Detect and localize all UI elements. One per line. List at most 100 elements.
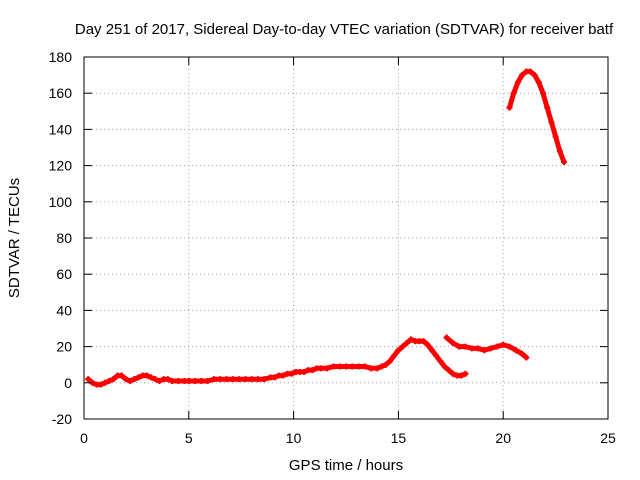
- data-point: [210, 376, 217, 383]
- data-point: [449, 339, 456, 346]
- data-point: [204, 377, 211, 384]
- data-point: [152, 376, 159, 383]
- data-point: [519, 350, 526, 357]
- data-point: [248, 376, 255, 383]
- data-point: [527, 68, 534, 75]
- data-point: [336, 363, 343, 370]
- data-point: [185, 377, 192, 384]
- y-tick-label: 40: [56, 302, 72, 318]
- data-point: [101, 379, 108, 386]
- data-point: [135, 374, 142, 381]
- data-point: [548, 119, 555, 126]
- data-point: [324, 365, 331, 372]
- data-point: [399, 343, 406, 350]
- x-axis-label: GPS time / hours: [289, 457, 403, 474]
- data-point: [217, 376, 224, 383]
- y-tick-label: 100: [49, 194, 73, 210]
- data-point: [317, 365, 324, 372]
- data-point: [462, 370, 469, 377]
- data-point: [552, 133, 559, 140]
- data-point: [301, 368, 308, 375]
- data-point: [458, 372, 465, 379]
- data-point: [223, 376, 230, 383]
- data-point: [309, 367, 316, 374]
- x-tick-label: 25: [600, 430, 616, 446]
- data-point: [106, 377, 113, 384]
- data-point: [487, 345, 494, 352]
- x-tick-label: 20: [495, 430, 511, 446]
- data-point: [535, 79, 542, 86]
- plot-series: [85, 68, 567, 388]
- data-point: [288, 370, 295, 377]
- data-point: [355, 363, 362, 370]
- data-point: [261, 376, 268, 383]
- data-point: [449, 370, 456, 377]
- data-point: [236, 376, 243, 383]
- data-point: [391, 352, 398, 359]
- data-point: [424, 341, 431, 348]
- data-point: [280, 372, 287, 379]
- data-point: [443, 334, 450, 341]
- data-point: [407, 336, 414, 343]
- data-point: [97, 381, 104, 388]
- data-point: [175, 377, 182, 384]
- data-point: [544, 104, 551, 111]
- x-tick-label: 0: [80, 430, 88, 446]
- y-axis-label: SDTVAR / TECUs: [6, 178, 23, 298]
- y-tick-label: 60: [56, 266, 72, 282]
- data-point: [118, 372, 125, 379]
- grid-lines: [84, 57, 608, 419]
- data-point: [456, 343, 463, 350]
- x-tick-label: 15: [391, 430, 407, 446]
- data-point: [506, 104, 513, 111]
- data-point: [441, 363, 448, 370]
- y-tick-label: 160: [49, 85, 73, 101]
- x-tick-label: 5: [185, 430, 193, 446]
- data-point: [395, 347, 402, 354]
- data-point: [523, 354, 530, 361]
- data-point: [85, 376, 92, 383]
- y-tick-label: -20: [52, 411, 72, 427]
- data-point: [403, 339, 410, 346]
- data-point: [433, 352, 440, 359]
- data-point: [192, 377, 199, 384]
- data-point: [110, 376, 117, 383]
- data-point: [493, 343, 500, 350]
- data-point: [462, 343, 469, 350]
- data-point: [519, 72, 526, 79]
- data-point: [437, 358, 444, 365]
- data-point: [387, 358, 394, 365]
- data-point: [560, 158, 567, 165]
- data-point: [420, 338, 427, 345]
- chart-title: Day 251 of 2017, Sidereal Day-to-day VTE…: [75, 21, 614, 38]
- data-point: [361, 363, 368, 370]
- data-point: [445, 367, 452, 374]
- data-point: [156, 377, 163, 384]
- data-point: [343, 363, 349, 370]
- data-point: [510, 90, 517, 97]
- data-point: [148, 374, 155, 381]
- data-point: [122, 376, 129, 383]
- data-point: [531, 72, 538, 79]
- y-tick-label: 0: [64, 375, 72, 391]
- data-point: [468, 345, 475, 352]
- data-point: [556, 148, 563, 155]
- data-point: [131, 376, 138, 383]
- data-point: [500, 341, 507, 348]
- data-point: [330, 363, 337, 370]
- tick-labels: 0 5 10 15 20 25 -20 0 20 40 60 80 100 120 140 160 180: [49, 49, 616, 446]
- data-point: [475, 345, 482, 352]
- data-point: [368, 365, 375, 372]
- y-tick-label: 140: [49, 121, 73, 137]
- data-point: [271, 374, 278, 381]
- data-point: [164, 376, 171, 383]
- y-tick-label: 80: [56, 230, 72, 246]
- data-point: [198, 377, 205, 384]
- data-point: [514, 79, 521, 86]
- data-point: [169, 377, 176, 384]
- y-tick-label: 20: [56, 339, 72, 355]
- x-tick-label: 10: [286, 430, 302, 446]
- data-point: [540, 90, 547, 97]
- y-tick-label: 120: [49, 158, 73, 174]
